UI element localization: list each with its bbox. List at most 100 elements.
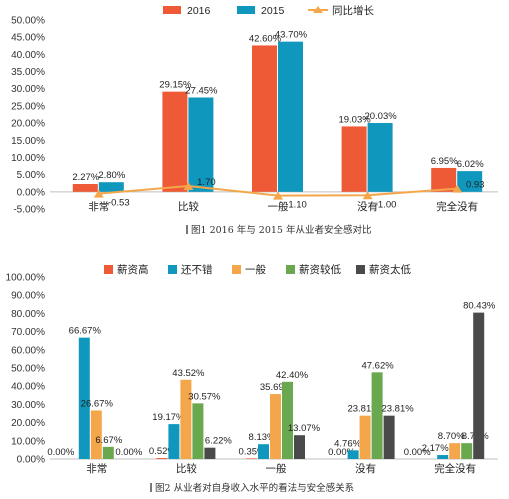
data-label: 8.13% <box>249 432 276 443</box>
x-category-label: 一般 <box>268 200 289 213</box>
data-label: 2.17% <box>422 443 449 454</box>
bar-2016-非常 <box>72 184 98 192</box>
legend-1: 2016 2015 同比增长 <box>163 4 374 17</box>
y-tick-label: 100.00% <box>6 273 46 284</box>
legend-swatch <box>356 265 365 274</box>
growth-label: 1.70 <box>197 177 216 188</box>
legend-swatch <box>237 6 255 14</box>
x-category-label: 完全没有 <box>436 200 478 213</box>
data-label: 0.00% <box>47 447 74 458</box>
bar-薪资太低-比较 <box>204 447 216 459</box>
bar-2016-完全没有 <box>431 167 457 192</box>
bar-薪资较低-比较 <box>192 403 204 459</box>
y-tick-label: 30.00% <box>11 400 45 411</box>
data-label: 2.27% <box>72 172 99 183</box>
legend-label: 2015 <box>261 5 285 17</box>
bar-还不错-没有 <box>347 450 359 459</box>
data-label: 4.76% <box>334 438 361 449</box>
y-tick-label: 0.00% <box>17 187 45 198</box>
bar-2015-非常 <box>98 182 124 192</box>
bar-还不错-一般 <box>258 444 269 459</box>
y-tick-label: 5.00% <box>17 170 45 181</box>
legend-swatch <box>163 6 181 14</box>
data-label: 30.57% <box>188 391 221 402</box>
legend-label: 还不错 <box>181 263 213 276</box>
y-tick-label: 50.00% <box>11 364 45 375</box>
x-category-label: 一般 <box>266 462 287 475</box>
bar-2015-比较 <box>188 97 214 192</box>
data-label: 42.40% <box>276 370 309 381</box>
bar-2015-一般 <box>278 41 303 192</box>
growth-marker <box>362 191 373 200</box>
y-tick-label: 45.00% <box>11 33 45 44</box>
data-label: 66.67% <box>69 326 102 337</box>
data-label: 19.17% <box>152 412 185 423</box>
growth-marker <box>452 184 463 193</box>
growth-label: -1.10 <box>285 200 307 211</box>
bar-2015-完全没有 <box>457 171 483 192</box>
y-tick-label: 20.00% <box>11 418 45 429</box>
y-tick-label: 35.00% <box>11 67 45 78</box>
data-label: 35.69% <box>260 382 293 393</box>
legend-swatch <box>286 265 295 274</box>
growth-marker <box>183 181 194 190</box>
bar-一般-一般 <box>270 394 281 459</box>
data-label: 8.70% <box>438 431 465 442</box>
data-label: 19.03% <box>338 114 371 125</box>
x-category-label: 比较 <box>178 200 199 213</box>
bar-一般-非常 <box>90 410 102 459</box>
data-label: 43.52% <box>172 368 205 379</box>
legend-swatch <box>104 265 113 274</box>
data-label: 27.45% <box>185 85 218 96</box>
y-tick-label: 80.00% <box>11 309 45 320</box>
legend-label: 薪资高 <box>117 263 149 276</box>
y-tick-label: 0.00% <box>17 455 45 466</box>
data-label: 0.35% <box>239 446 266 457</box>
data-label: 0.00% <box>404 447 431 458</box>
chart-caption: 图2 从业者对自身收入水平的看法与安全感关系 <box>155 482 354 494</box>
bar-一般-完全没有 <box>449 443 461 459</box>
x-category-label: 非常 <box>86 462 107 475</box>
y-tick-label: 50.00% <box>11 16 45 27</box>
bar-薪资较低-一般 <box>282 381 293 459</box>
legend-swatch <box>168 265 177 274</box>
data-label: 26.67% <box>81 398 114 409</box>
data-label: 42.60% <box>249 33 282 44</box>
legend-label: 一般 <box>245 263 266 276</box>
bar-薪资太低-一般 <box>294 435 305 459</box>
x-category-label: 没有 <box>357 200 378 213</box>
caption-marker <box>150 483 152 492</box>
x-category-label: 没有 <box>355 462 376 475</box>
bar-薪资高-一般 <box>246 458 257 459</box>
x-category-label: 比较 <box>176 462 197 475</box>
data-label: 23.81% <box>381 404 414 415</box>
data-label: 80.43% <box>463 301 496 312</box>
chart-1: -5.00% 0.00% 5.00% 10.00% 15.00% 20.00% 25.00%… <box>11 4 498 236</box>
legend-label: 2016 <box>187 5 211 17</box>
chart-caption: 图1 2016 年与 2015 年从业者安全感对比 <box>191 224 371 236</box>
data-label: 20.03% <box>364 111 397 122</box>
y-tick-label: -5.00% <box>13 205 45 216</box>
bar-一般-没有 <box>359 415 371 459</box>
data-label: 2.80% <box>98 170 125 181</box>
caption-marker <box>186 225 188 234</box>
bar-一般-比较 <box>180 379 192 459</box>
legend-swatch <box>232 265 241 274</box>
data-label: 0.52% <box>149 446 176 457</box>
y-tick-label: 40.00% <box>11 50 45 61</box>
data-label: 6.22% <box>205 436 232 447</box>
data-label: 23.81% <box>347 404 380 415</box>
data-label: 43.70% <box>275 30 308 41</box>
legend-label: 薪资太低 <box>369 263 411 276</box>
chart-2: 0.00%10.00%20.00%30.00%40.00%50.00%60.00… <box>6 263 498 494</box>
y-tick-label: 25.00% <box>11 101 45 112</box>
bar-薪资太低-没有 <box>383 415 395 459</box>
growth-marker <box>93 189 104 198</box>
data-label: 0.00% <box>328 447 355 458</box>
legend-marker <box>313 6 323 13</box>
data-label: 13.07% <box>288 423 321 434</box>
bar-薪资较低-非常 <box>102 446 114 459</box>
y-tick-label: 10.00% <box>11 436 45 447</box>
y-tick-label: 60.00% <box>11 345 45 356</box>
